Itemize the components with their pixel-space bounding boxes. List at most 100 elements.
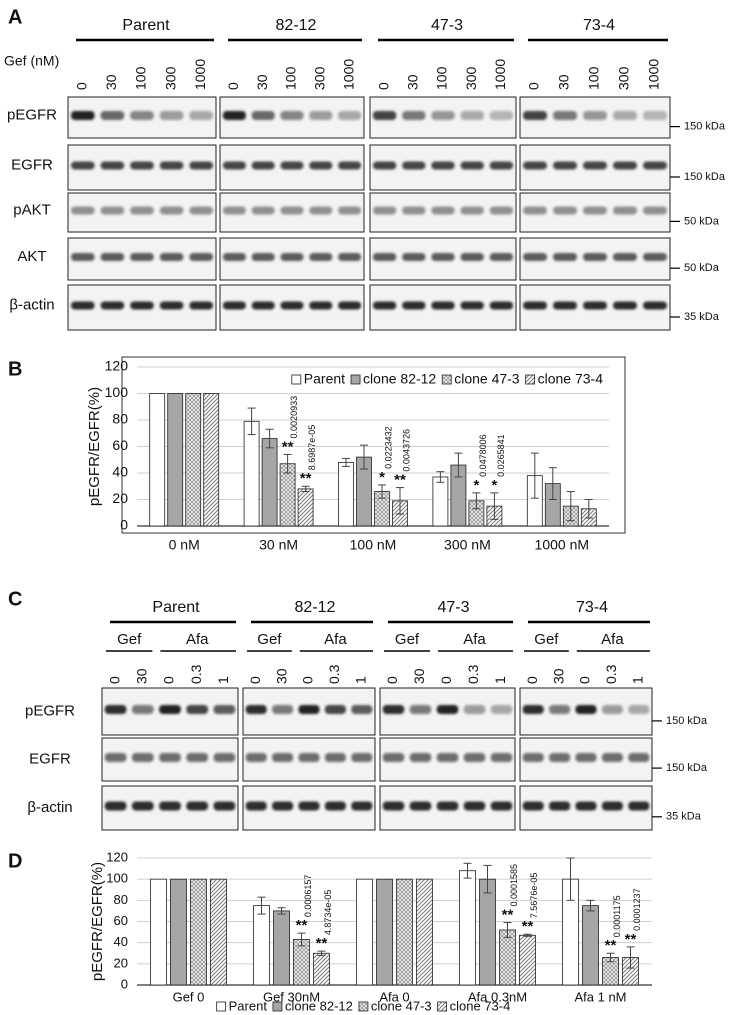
drug-label: Afa [463,631,486,648]
blot-band [489,253,514,261]
blot-band [159,753,181,762]
x-tick-label: 100 nM [350,537,397,553]
bar [273,910,290,986]
bar [167,393,184,527]
blot-band [489,111,514,120]
drug-label: Afa [186,631,209,648]
blot-band [372,301,397,310]
dose-label: 100 [283,66,299,90]
legend-swatch [358,1001,369,1012]
blot-band [70,253,95,261]
y-axis-label: pEGFR/EGFR(%) [89,862,106,981]
blot-band [159,705,181,714]
blot-band [251,161,275,170]
significance-label: ** [296,917,308,934]
blot-band [583,111,607,120]
blot-band [583,161,607,170]
blot-band [613,111,637,120]
legend-item: clone 73-4 [525,371,603,387]
blot-band [131,753,154,762]
dose-label: 1000 [492,59,508,90]
dose-label: 0.3 [465,664,481,684]
chart-frame [121,356,626,534]
p-value-label: 0.0478006 [478,434,488,477]
blot-band [159,206,184,215]
blot-band [213,801,236,811]
blot-band [436,801,459,811]
blot-band [351,753,373,762]
blot-band [372,161,397,170]
y-tick-label: 120 [105,358,129,374]
dose-label: 1 [630,676,646,684]
blot-band [130,301,154,310]
group-label: 47-3 [431,17,463,34]
blot-band [553,253,577,261]
blot-band [324,753,346,762]
blot-band [382,705,405,714]
p-value-label: 0.0006157 [303,875,313,918]
legend-swatch [437,1001,448,1012]
legend-label: Parent [304,371,345,387]
blot-band [460,301,484,310]
blot-band [436,753,459,762]
blot-band [130,111,154,120]
blot-band [104,801,127,811]
significance-label: ** [282,438,294,455]
blot-band [245,705,267,714]
legend-item: clone 47-3 [441,371,520,387]
drug-label: Gef [257,631,282,648]
legend-label: clone 47-3 [371,998,432,1013]
blot-band [189,111,214,120]
blot-band [431,206,455,215]
legend-item: clone 73-4 [437,998,511,1013]
blot-band [309,206,333,215]
blot-band [159,111,184,120]
blot-band [575,705,597,714]
x-tick-label: Afa 1 nM [574,989,626,1004]
blot-band [643,253,667,261]
blot-band [372,111,397,120]
blot-band [251,301,275,310]
dose-label: 0 [106,676,122,684]
dose-label: 0.3 [188,664,204,684]
bar [150,878,167,986]
blot-band [213,753,236,762]
legend-item: Parent [291,371,345,387]
blot-band [402,161,426,170]
blot-band [549,801,571,811]
blot-band [490,801,513,811]
blot-band [189,206,214,215]
x-tick-label: 0 nM [169,537,200,553]
blot-band [553,301,577,310]
blot-band [104,753,127,762]
bar [338,461,354,527]
blot-band [583,253,607,261]
dose-label: 1 [492,676,508,684]
blot-band [431,111,455,120]
blot-band [402,206,426,215]
blot-band [402,301,426,310]
blot-band [643,301,667,310]
legend-label: clone 73-4 [450,998,511,1013]
bar [416,878,433,986]
group-label: 73-4 [576,599,608,616]
blot-band [643,111,667,120]
size-marker: 150 kDa [684,121,726,133]
x-tick-label: Gef 30nM [263,989,320,1004]
legend-swatch [272,1001,283,1012]
p-value-label: 4.8734e-05 [323,890,333,936]
blot-band [372,253,397,261]
y-tick-label: 20 [114,955,128,970]
blot-band [272,801,294,811]
blot-band [643,206,667,215]
bar [432,476,449,527]
blot-band [100,161,125,170]
blot-band [522,753,544,762]
size-marker: 150 kDa [666,762,708,774]
dose-label: 0 [384,676,400,684]
blot-band [522,705,544,714]
blot-band [309,111,333,120]
blot-band [643,161,667,170]
blot-band [245,753,267,762]
bar [170,878,187,986]
